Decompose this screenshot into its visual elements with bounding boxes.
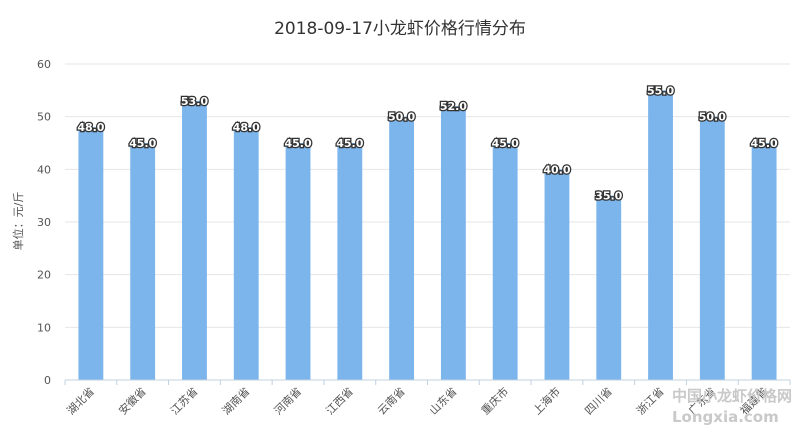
bar	[233, 127, 259, 380]
x-tick-label: 湖北省	[64, 385, 97, 418]
y-tick-label: 60	[37, 58, 51, 71]
x-tick-label: 湖南省	[220, 385, 253, 418]
bar	[285, 143, 311, 380]
data-label: 48.0	[233, 121, 260, 134]
data-label: 35.0	[595, 190, 622, 203]
x-tick-label: 山东省	[427, 385, 460, 418]
x-tick-label: 安徽省	[116, 384, 149, 417]
data-label: 45.0	[336, 137, 363, 150]
x-tick-label: 云南省	[375, 385, 408, 418]
data-label: 45.0	[492, 137, 519, 150]
y-tick-label: 40	[37, 163, 51, 176]
data-label: 50.0	[699, 111, 726, 124]
bar	[78, 127, 104, 380]
y-tick-label: 20	[37, 269, 51, 282]
bar	[699, 116, 725, 381]
watermark-title: 中国小龙虾价格网	[672, 387, 792, 405]
x-tick-label: 江苏省	[168, 385, 201, 418]
y-axis-label: 单位：元/斤	[11, 192, 25, 251]
bar	[337, 143, 363, 380]
data-label: 53.0	[181, 95, 208, 108]
data-label: 45.0	[284, 137, 311, 150]
chart-title: 2018-09-17小龙虾价格行情分布	[274, 19, 526, 39]
bar	[544, 169, 570, 380]
data-label: 45.0	[129, 137, 156, 150]
bar	[596, 195, 622, 380]
bar	[182, 100, 207, 380]
y-tick-label: 0	[44, 374, 51, 387]
data-label: 50.0	[388, 111, 415, 124]
y-tick-label: 10	[37, 321, 51, 334]
y-tick-label: 30	[37, 216, 51, 229]
y-tick-label: 50	[37, 111, 51, 124]
x-tick-label: 河南省	[272, 385, 305, 418]
data-label: 45.0	[751, 137, 778, 150]
bars	[78, 90, 777, 381]
bar	[130, 143, 156, 380]
bar	[751, 143, 777, 380]
data-labels: 48.0 45.0 53.0 48.0 45.0 45.0 50.0 52.0 45.0 40.0…	[76, 83, 779, 204]
x-tick-label: 上海市	[530, 384, 563, 417]
bar	[648, 90, 673, 380]
watermark: 中国小龙虾价格网 Longxia.com	[672, 387, 792, 426]
x-tick-label: 江西省	[323, 385, 356, 418]
data-label: 55.0	[647, 84, 674, 97]
y-axis-ticks: 0 10 20 30 40 50 60	[37, 58, 51, 387]
x-tick-label: 浙江省	[634, 385, 667, 418]
watermark-url: Longxia.com	[672, 408, 779, 426]
x-tick-label: 重庆市	[478, 384, 511, 417]
bar	[440, 106, 466, 380]
bar	[492, 143, 518, 380]
data-label: 52.0	[440, 100, 467, 113]
data-label: 48.0	[77, 121, 104, 134]
grid-lines	[65, 63, 790, 328]
x-tick-label: 四川省	[582, 385, 615, 418]
bar	[389, 116, 415, 381]
data-label: 40.0	[543, 163, 570, 176]
